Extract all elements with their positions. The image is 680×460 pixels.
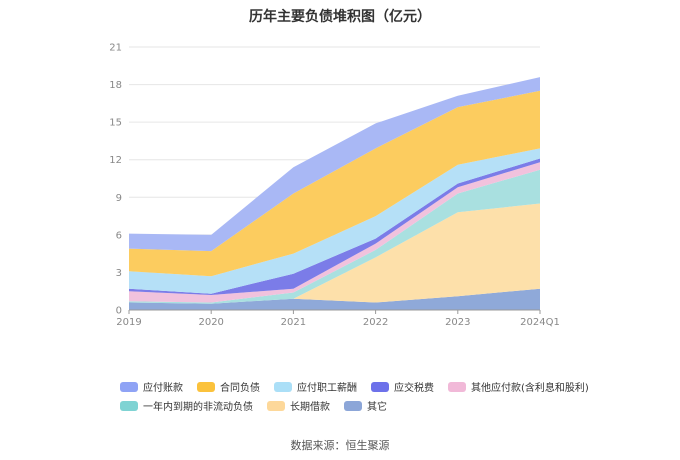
area-series-0[interactable] — [129, 288, 540, 310]
legend-item[interactable]: 合同负债 — [197, 379, 260, 394]
area-series — [129, 77, 540, 310]
legend-row: 应付账款 合同负债 应付职工薪酬 应交税费 其他应付款(含利息和股利) — [120, 377, 589, 396]
y-tick-label: 0 — [116, 306, 122, 317]
legend-label: 长期借款 — [290, 402, 330, 413]
x-tick-label: 2020 — [198, 317, 223, 328]
area-series-7[interactable] — [129, 77, 540, 252]
legend-item[interactable]: 应交税费 — [371, 379, 434, 394]
legend-item[interactable]: 应付账款 — [120, 379, 183, 394]
y-tick-label: 21 — [109, 43, 122, 54]
axes: 0 3 6 9 12 15 18 21 2019 2020 2021 2022 2023 2024Q1 — [109, 43, 560, 329]
legend-row: 一年内到期的非流动负债 长期借款 其它 — [120, 396, 580, 415]
legend-swatch — [267, 400, 285, 411]
legend-swatch — [197, 381, 215, 392]
area-series-5[interactable] — [129, 148, 540, 294]
y-tick-label: 12 — [109, 155, 122, 166]
legend-item[interactable]: 其它 — [344, 398, 387, 413]
y-tick-label: 18 — [109, 80, 122, 91]
legend-label: 其它 — [367, 402, 387, 413]
y-tick-label: 15 — [109, 118, 122, 129]
legend-swatch — [120, 400, 138, 411]
legend-swatch — [274, 381, 292, 392]
area-series-4[interactable] — [129, 158, 540, 296]
legend-label: 合同负债 — [220, 383, 260, 394]
legend-label: 其他应付款(含利息和股利) — [471, 383, 589, 394]
x-tick-label: 2024Q1 — [520, 317, 560, 328]
y-tick-label: 6 — [116, 230, 122, 241]
legend-label: 应付账款 — [143, 383, 183, 394]
area-series-1[interactable] — [129, 203, 540, 304]
area-series-6[interactable] — [129, 90, 540, 277]
stacked-area-chart: 0 3 6 9 12 15 18 21 2019 2020 2021 2022 2023 2024Q1 — [109, 43, 560, 329]
x-tick-label: 2022 — [363, 317, 388, 328]
x-tick-label: 2023 — [445, 317, 470, 328]
legend-label: 应交税费 — [394, 383, 434, 394]
y-tick-label: 3 — [116, 268, 122, 279]
legend-label: 一年内到期的非流动负债 — [143, 402, 253, 413]
area-series-2[interactable] — [129, 169, 540, 304]
legend-item[interactable]: 应付职工薪酬 — [274, 379, 357, 394]
legend-swatch — [344, 400, 362, 411]
legend-swatch — [371, 381, 389, 392]
legend-item[interactable]: 其他应付款(含利息和股利) — [448, 379, 589, 394]
data-source-note: 数据来源：恒生聚源 — [290, 439, 390, 452]
x-tick-label: 2019 — [116, 317, 141, 328]
x-tick-label: 2021 — [281, 317, 306, 328]
legend-swatch — [448, 381, 466, 392]
legend-item[interactable]: 一年内到期的非流动负债 — [120, 398, 253, 413]
legend-swatch — [120, 381, 138, 392]
legend: 应付账款 合同负债 应付职工薪酬 应交税费 其他应付款(含利息和股利) 一年内到期的非流动… — [120, 377, 589, 415]
y-tick-label: 9 — [116, 193, 122, 204]
legend-item[interactable]: 长期借款 — [267, 398, 330, 413]
chart-title: 历年主要负债堆积图（亿元） — [249, 9, 431, 25]
legend-label: 应付职工薪酬 — [297, 383, 357, 394]
area-series-3[interactable] — [129, 162, 540, 303]
